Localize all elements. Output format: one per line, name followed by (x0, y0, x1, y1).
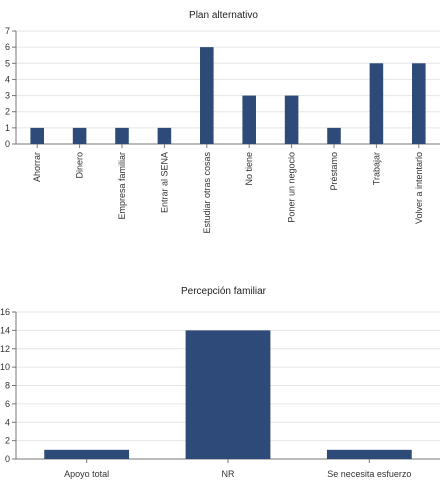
y-tick-label: 4 (5, 417, 10, 427)
x-tick-label: Trabajar (371, 152, 381, 185)
x-tick-label: Volver a intentarlo (414, 152, 424, 224)
x-tick-label: Apoyo total (64, 469, 109, 479)
y-tick-label: 5 (5, 58, 10, 68)
x-tick-label: Estudiar otras cosas (202, 152, 212, 234)
x-tick-label: No tiene (244, 152, 254, 186)
bar-empresa-familiar (115, 127, 129, 144)
y-tick-label: 6 (5, 42, 10, 52)
y-tick-label: 2 (5, 107, 10, 117)
bar-nr (185, 330, 271, 459)
y-tick-label: 1 (5, 123, 10, 133)
y-tick-label: 7 (5, 26, 10, 36)
y-tick-label: 6 (5, 399, 10, 409)
x-tick-label: NR (222, 469, 235, 479)
x-tick-label: Dinero (75, 152, 85, 179)
chart-percepcion-familiar: Percepción familiar 0 2 4 6 8 10 12 14 16 Apoyo t… (0, 286, 440, 479)
y-tick-label: 0 (5, 139, 10, 149)
x-tick-label: Poner un negocio (287, 152, 297, 223)
chart-plan-alternativo: Plan alternativo 0 1 2 3 4 5 6 7 Ahorrar Dinero Em… (5, 10, 440, 234)
y-tick-label: 8 (5, 381, 10, 391)
bar-apoyo-total (44, 449, 130, 459)
bar-volver-a-intentarlo (412, 63, 426, 144)
y-tick-label: 0 (5, 454, 10, 464)
bar-no-tiene (242, 95, 256, 144)
y-tick-label: 16 (0, 307, 10, 317)
x-tick-label: Préstamo (329, 152, 339, 191)
bar-estudiar-otras-cosas (200, 47, 214, 145)
bar-poner-un-negocio (284, 95, 299, 144)
x-tick-label: Ahorrar (32, 152, 42, 182)
bar-ahorrar (30, 127, 44, 144)
bar-entrar-al-sena (157, 127, 172, 144)
y-tick-label: 10 (0, 362, 10, 372)
y-tick-label: 4 (5, 74, 10, 84)
bar-trabajar (369, 63, 384, 144)
y-tick-label: 12 (0, 344, 10, 354)
y-tick-label: 2 (5, 436, 10, 446)
y-tick-label: 3 (5, 91, 10, 101)
chart-title: Percepción familiar (181, 286, 267, 297)
x-tick-label: Entrar al SENA (159, 152, 169, 213)
bar-prestamo (327, 127, 341, 144)
bar-se-necesita-esfuerzo (326, 449, 412, 459)
chart-title: Plan alternativo (189, 10, 258, 21)
x-tick-label: Se necesita esfuerzo (327, 469, 411, 479)
y-tick-label: 14 (0, 325, 10, 335)
x-tick-label: Empresa familiar (117, 152, 127, 220)
bar-dinero (72, 127, 87, 144)
